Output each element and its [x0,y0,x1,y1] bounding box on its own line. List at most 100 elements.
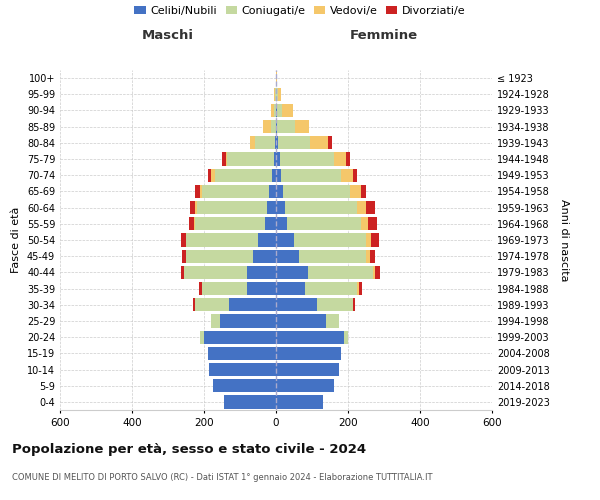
Bar [276,88,278,101]
Bar [357,282,359,295]
Text: COMUNE DI MELITO DI PORTO SALVO (RC) - Dati ISTAT 1° gennaio 2024 - Elaborazione: COMUNE DI MELITO DI PORTO SALVO (RC) - D… [12,472,433,482]
Bar [361,217,368,230]
Bar [276,330,344,344]
Text: Maschi: Maschi [142,30,194,43]
Bar [247,266,276,279]
Bar [278,88,281,101]
Bar [294,234,366,246]
Bar [299,250,366,263]
Bar [295,120,309,134]
Bar [276,298,317,312]
Bar [359,282,362,295]
Bar [224,396,276,408]
Y-axis label: Anni di nascita: Anni di nascita [559,198,569,281]
Bar [258,234,276,246]
Bar [197,201,267,214]
Bar [276,282,305,295]
Bar [186,250,253,263]
Bar [305,282,357,295]
Bar [310,136,328,149]
Bar [276,234,294,246]
Bar [283,185,350,198]
Bar [181,234,186,246]
Bar [200,185,202,198]
Bar [195,201,197,214]
Bar [275,136,276,149]
Bar [350,185,361,198]
Bar [276,217,287,230]
Bar [190,201,195,214]
Bar [317,298,353,312]
Bar [220,314,276,328]
Bar [285,201,357,214]
Bar [256,136,275,149]
Bar [204,330,276,344]
Bar [274,88,275,101]
Bar [202,282,247,295]
Bar [326,314,339,328]
Bar [371,234,379,246]
Bar [193,298,195,312]
Bar [346,152,350,166]
Bar [276,120,277,134]
Bar [181,266,184,279]
Bar [263,120,271,134]
Bar [276,266,308,279]
Bar [247,282,276,295]
Bar [276,185,283,198]
Bar [271,120,276,134]
Bar [277,104,282,117]
Legend: Celibi/Nubili, Coniugati/e, Vedovi/e, Divorziati/e: Celibi/Nubili, Coniugati/e, Vedovi/e, Di… [134,6,466,16]
Bar [211,168,215,182]
Bar [276,379,334,392]
Bar [281,168,341,182]
Bar [276,104,277,117]
Bar [276,314,326,328]
Bar [184,266,247,279]
Text: Femmine: Femmine [350,30,418,43]
Bar [276,201,285,214]
Bar [344,330,348,344]
Bar [195,217,265,230]
Bar [199,282,202,295]
Bar [194,217,195,230]
Bar [276,250,299,263]
Bar [195,298,229,312]
Bar [195,185,200,198]
Bar [276,363,339,376]
Bar [353,298,355,312]
Bar [368,217,377,230]
Bar [229,298,276,312]
Bar [222,152,226,166]
Bar [189,217,194,230]
Bar [182,250,186,263]
Bar [375,266,380,279]
Bar [353,168,357,182]
Bar [209,363,276,376]
Bar [253,250,276,263]
Bar [276,168,281,182]
Bar [274,104,276,117]
Bar [282,104,293,117]
Bar [215,168,272,182]
Bar [276,72,277,85]
Bar [269,185,276,198]
Bar [208,346,276,360]
Bar [226,152,227,166]
Bar [277,120,295,134]
Bar [361,185,366,198]
Bar [250,136,256,149]
Bar [366,201,375,214]
Bar [280,152,334,166]
Bar [328,136,332,149]
Bar [373,266,375,279]
Bar [287,217,361,230]
Bar [278,136,310,149]
Bar [200,330,204,344]
Bar [370,250,375,263]
Bar [366,234,371,246]
Bar [308,266,373,279]
Bar [276,396,323,408]
Bar [357,201,366,214]
Bar [186,234,258,246]
